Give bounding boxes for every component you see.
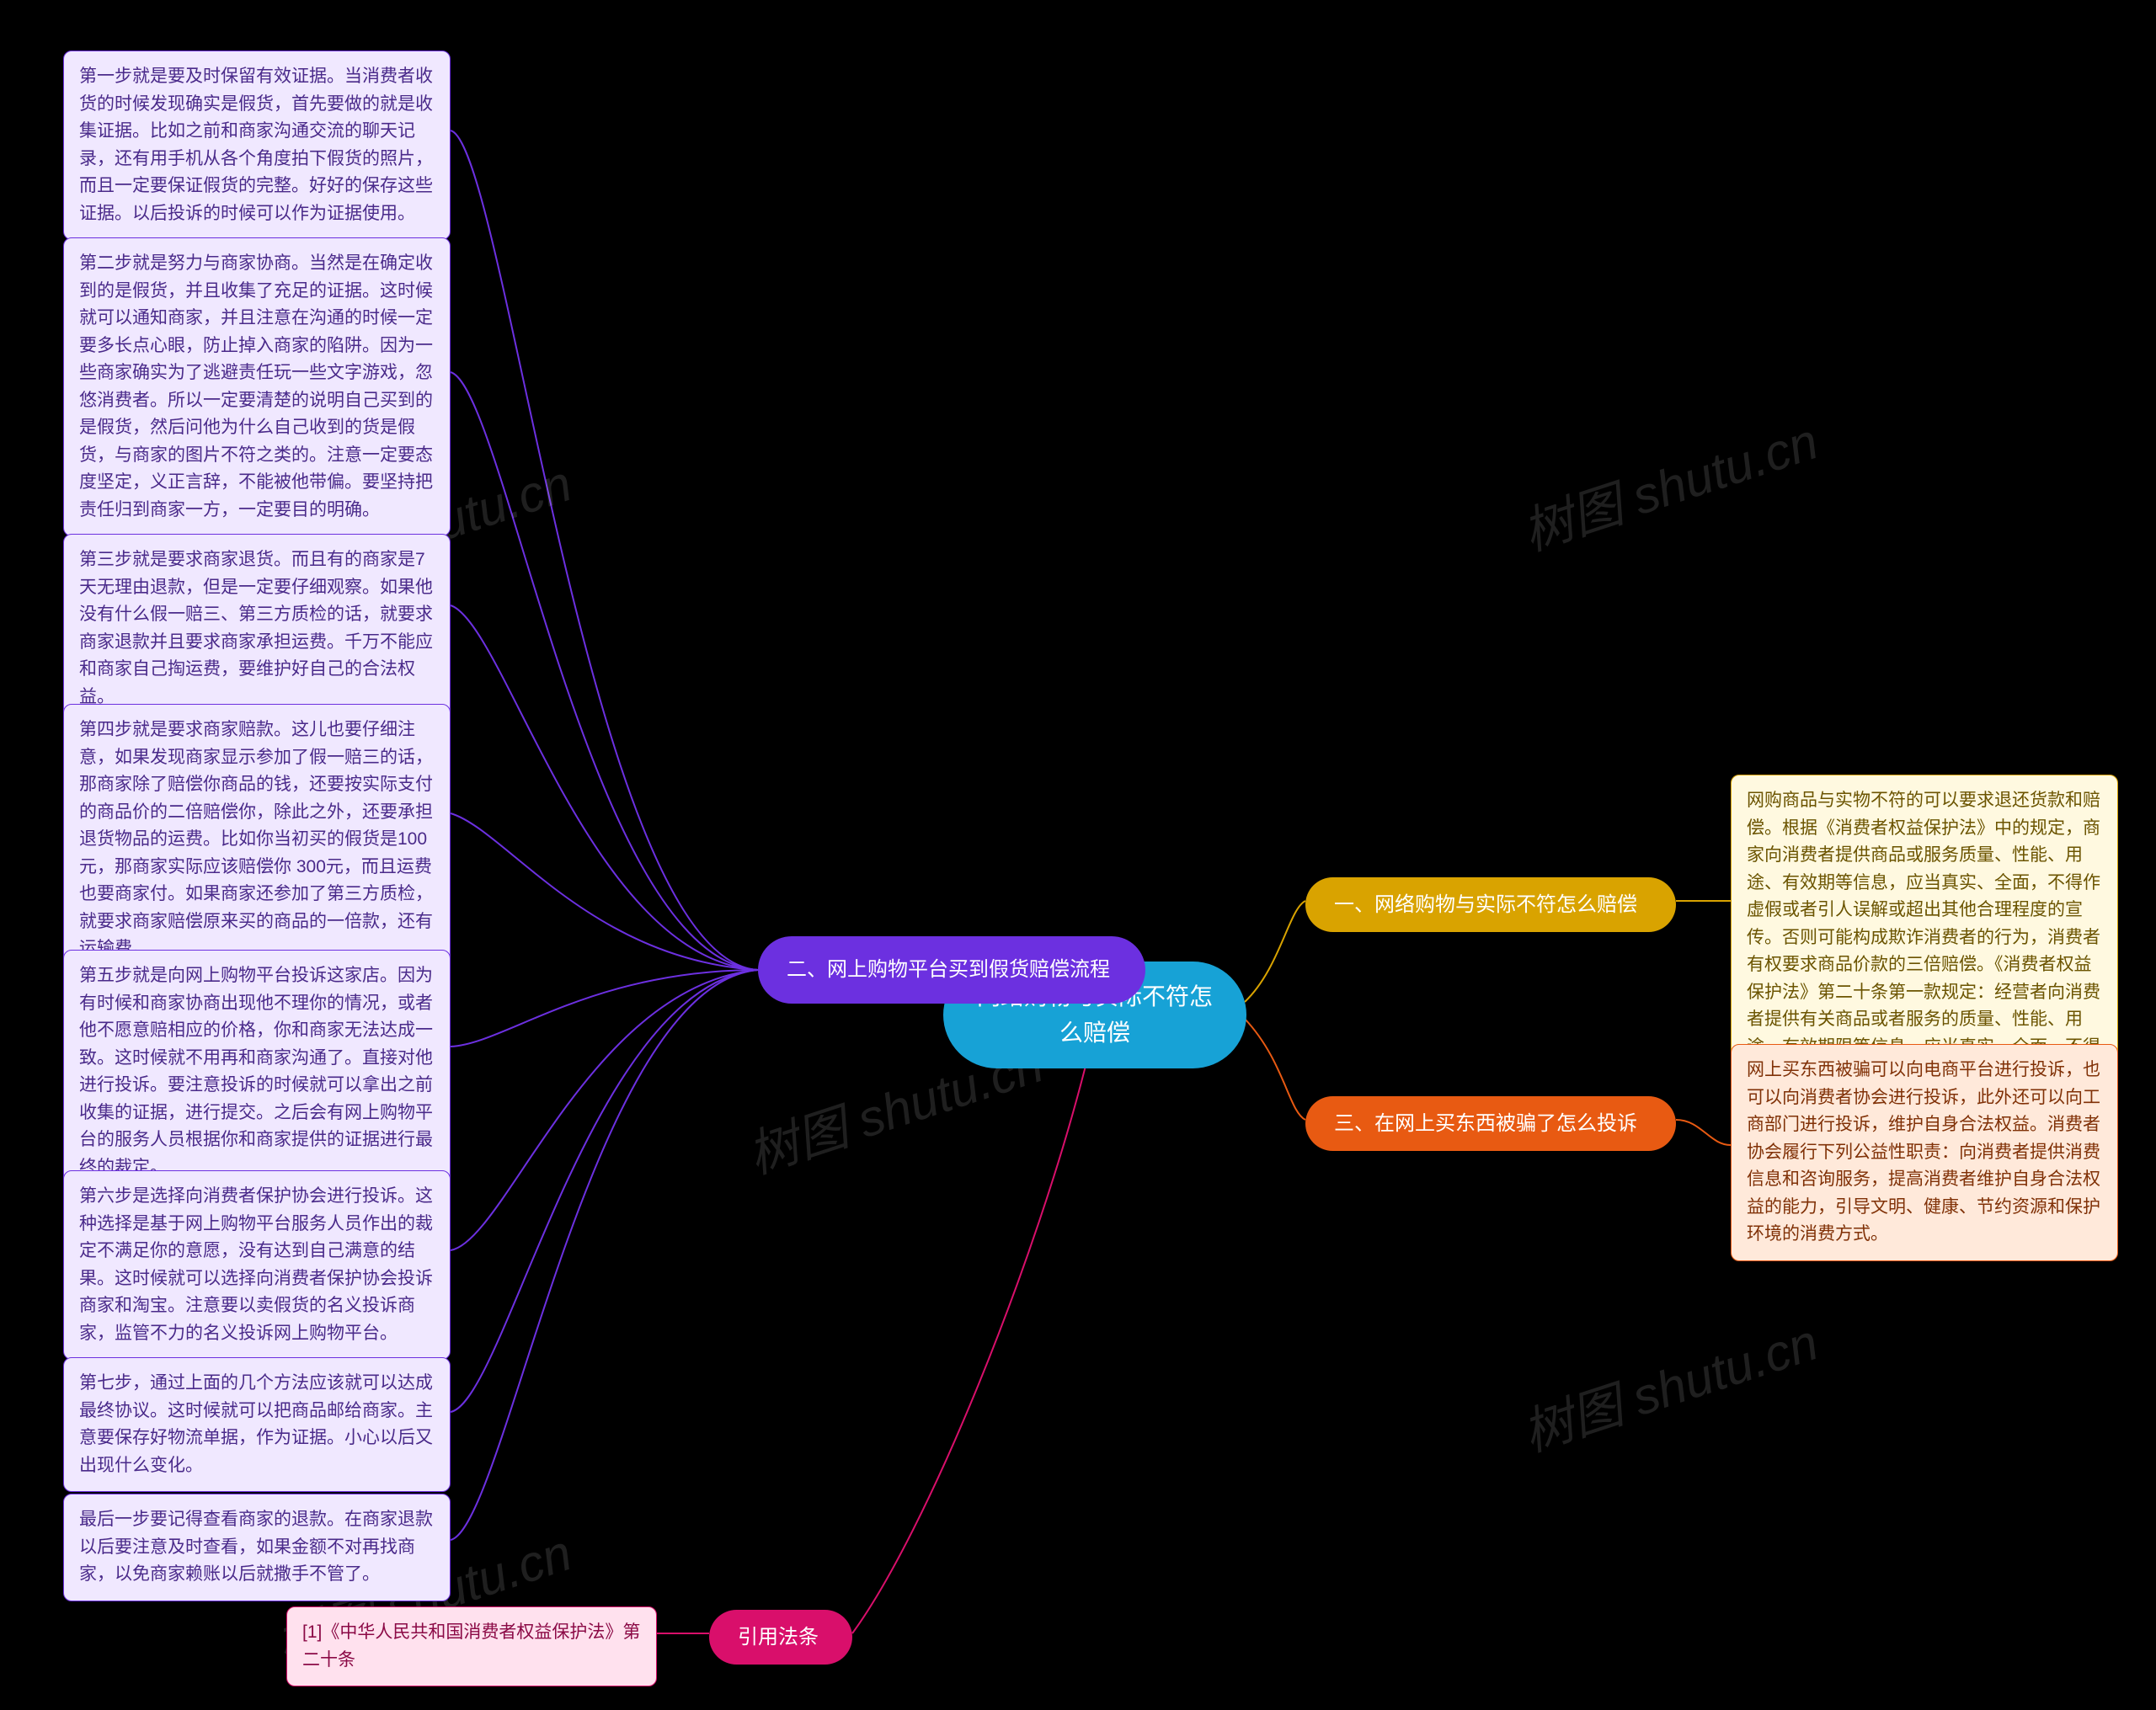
branch-3-label: 三、在网上买东西被骗了怎么投诉 [1334, 1108, 1637, 1139]
branch-2-leaf-7-text: 第七步，通过上面的几个方法应该就可以达成最终协议。这时候就可以把商品邮给商家。主… [79, 1373, 433, 1475]
branch-2-leaf-5[interactable]: 第五步就是向网上购物平台投诉这家店。因为有时候和商家协商出现他不理你的情况，或者… [63, 950, 451, 1194]
branch-1-leaf-text: 网购商品与实物不符的可以要求退还货款和赔偿。根据《消费者权益保护法》中的规定，商… [1747, 791, 2100, 1084]
branch-2-leaf-8-text: 最后一步要记得查看商家的退款。在商家退款以后要注意及时查看，如果金额不对再找商家… [79, 1510, 433, 1584]
branch-4-leaf[interactable]: [1]《中华人民共和国消费者权益保护法》第二十条 [286, 1606, 657, 1686]
branch-2-leaf-1-text: 第一步就是要及时保留有效证据。当消费者收货的时候发现确实是假货，首先要做的就是收… [79, 67, 433, 223]
branch-2-leaf-3-text: 第三步就是要求商家退货。而且有的商家是7天无理由退款，但是一定要仔细观察。如果他… [79, 550, 433, 706]
branch-2-leaf-2-text: 第二步就是努力与商家协商。当然是在确定收到的是假货，并且收集了充足的证据。这时候… [79, 253, 433, 519]
branch-2-leaf-5-text: 第五步就是向网上购物平台投诉这家店。因为有时候和商家协商出现他不理你的情况，或者… [79, 966, 433, 1177]
branch-3-leaf[interactable]: 网上买东西被骗可以向电商平台进行投诉，也可以向消费者协会进行投诉，此外还可以向工… [1731, 1044, 2118, 1261]
branch-2[interactable]: 二、网上购物平台买到假货赔偿流程 [758, 936, 1145, 1004]
branch-1[interactable]: 一、网络购物与实际不符怎么赔偿 [1305, 877, 1676, 932]
branch-2-leaf-4-text: 第四步就是要求商家赔款。这儿也要仔细注意，如果发现商家显示参加了假一赔三的话，那… [79, 720, 433, 958]
watermark-5: 树图 shutu.cn [1512, 1302, 1826, 1466]
branch-2-leaf-2[interactable]: 第二步就是努力与商家协商。当然是在确定收到的是假货，并且收集了充足的证据。这时候… [63, 237, 451, 536]
branch-2-leaf-7[interactable]: 第七步，通过上面的几个方法应该就可以达成最终协议。这时候就可以把商品邮给商家。主… [63, 1357, 451, 1492]
watermark-4: 树图 shutu.cn [1512, 401, 1826, 565]
branch-3[interactable]: 三、在网上买东西被骗了怎么投诉 [1305, 1096, 1676, 1151]
branch-4-label: 引用法条 [738, 1622, 819, 1653]
branch-2-leaf-1[interactable]: 第一步就是要及时保留有效证据。当消费者收货的时候发现确实是假货，首先要做的就是收… [63, 51, 451, 240]
mindmap-canvas: 网络购物与实际不符怎么赔偿 一、网络购物与实际不符怎么赔偿 网购商品与实物不符的… [0, 0, 2156, 1710]
branch-2-leaf-6-text: 第六步是选择向消费者保护协会进行投诉。这种选择是基于网上购物平台服务人员作出的裁… [79, 1186, 433, 1343]
branch-4[interactable]: 引用法条 [709, 1610, 852, 1665]
branch-4-leaf-text: [1]《中华人民共和国消费者权益保护法》第二十条 [302, 1622, 640, 1670]
branch-2-leaf-3[interactable]: 第三步就是要求商家退货。而且有的商家是7天无理由退款，但是一定要仔细观察。如果他… [63, 534, 451, 723]
branch-1-label: 一、网络购物与实际不符怎么赔偿 [1334, 889, 1637, 920]
branch-2-label: 二、网上购物平台买到假货赔偿流程 [787, 956, 1110, 984]
branch-2-leaf-4[interactable]: 第四步就是要求商家赔款。这儿也要仔细注意，如果发现商家显示参加了假一赔三的话，那… [63, 704, 451, 976]
branch-2-leaf-6[interactable]: 第六步是选择向消费者保护协会进行投诉。这种选择是基于网上购物平台服务人员作出的裁… [63, 1170, 451, 1360]
branch-3-leaf-text: 网上买东西被骗可以向电商平台进行投诉，也可以向消费者协会进行投诉，此外还可以向工… [1747, 1060, 2100, 1244]
branch-2-leaf-8[interactable]: 最后一步要记得查看商家的退款。在商家退款以后要注意及时查看，如果金额不对再找商家… [63, 1494, 451, 1601]
